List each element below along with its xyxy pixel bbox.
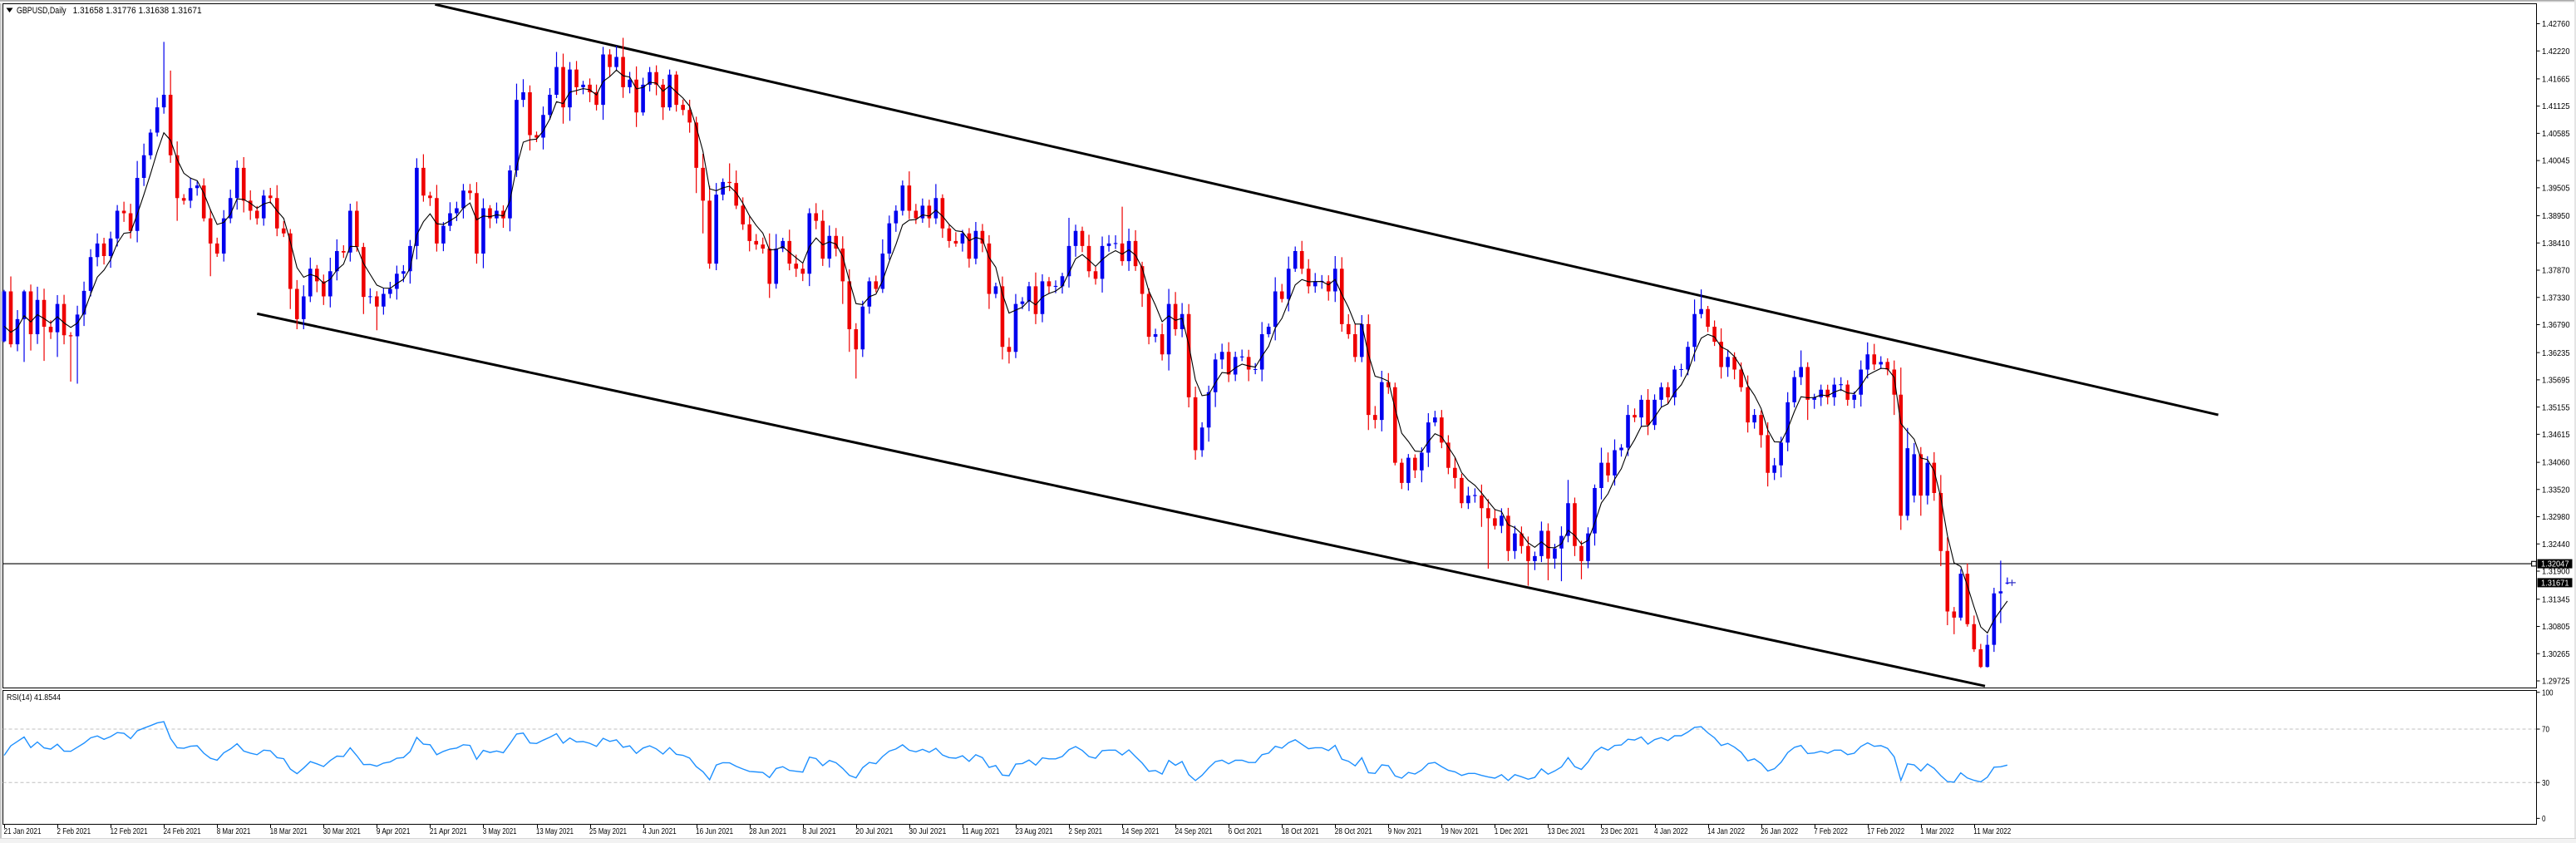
svg-text:1 Dec 2021: 1 Dec 2021	[1495, 826, 1529, 836]
svg-text:19 Nov 2021: 19 Nov 2021	[1441, 826, 1479, 836]
svg-text:0: 0	[2542, 814, 2546, 824]
svg-text:9 Nov 2021: 9 Nov 2021	[1388, 826, 1422, 836]
svg-text:1.38950: 1.38950	[2542, 211, 2570, 221]
svg-text:16 Jun 2021: 16 Jun 2021	[696, 826, 733, 836]
svg-text:1.37870: 1.37870	[2542, 266, 2570, 276]
svg-text:18 Mar 2021: 18 Mar 2021	[270, 826, 308, 836]
svg-text:1.34060: 1.34060	[2542, 458, 2570, 468]
svg-text:1.30265: 1.30265	[2542, 649, 2570, 659]
svg-text:12 Feb 2021: 12 Feb 2021	[111, 826, 148, 836]
svg-text:1.29725: 1.29725	[2542, 677, 2570, 687]
svg-text:1.42760: 1.42760	[2542, 19, 2570, 29]
svg-text:1.36235: 1.36235	[2542, 348, 2570, 358]
svg-text:11 Aug 2021: 11 Aug 2021	[962, 826, 999, 836]
svg-text:GBPUSD,Daily: GBPUSD,Daily	[17, 6, 66, 16]
svg-text:1.30805: 1.30805	[2542, 622, 2570, 632]
svg-text:8 Jul 2021: 8 Jul 2021	[802, 826, 836, 836]
svg-text:25 May 2021: 25 May 2021	[589, 826, 627, 836]
svg-text:1.35155: 1.35155	[2542, 402, 2570, 412]
svg-text:26 Jan 2022: 26 Jan 2022	[1761, 826, 1798, 836]
svg-text:11 Mar 2022: 11 Mar 2022	[1973, 826, 2011, 836]
svg-text:1.31671: 1.31671	[2541, 579, 2569, 589]
svg-text:2 Sep 2021: 2 Sep 2021	[1069, 826, 1103, 836]
svg-text:1 Mar 2022: 1 Mar 2022	[1920, 826, 1954, 836]
svg-text:17 Feb 2022: 17 Feb 2022	[1867, 826, 1904, 836]
svg-text:1.35695: 1.35695	[2542, 376, 2570, 386]
svg-text:1.38410: 1.38410	[2542, 239, 2570, 249]
svg-text:1.37330: 1.37330	[2542, 293, 2570, 303]
svg-text:1.40585: 1.40585	[2542, 129, 2570, 139]
svg-text:1.31345: 1.31345	[2542, 594, 2570, 604]
svg-text:28 Oct 2021: 28 Oct 2021	[1335, 826, 1372, 836]
svg-text:7 Feb 2022: 7 Feb 2022	[1814, 826, 1848, 836]
svg-text:14 Sep 2021: 14 Sep 2021	[1122, 826, 1160, 836]
svg-text:30: 30	[2542, 778, 2549, 788]
svg-text:13 May 2021: 13 May 2021	[536, 826, 574, 836]
svg-text:1.41125: 1.41125	[2542, 101, 2570, 111]
svg-text:24 Feb 2021: 24 Feb 2021	[164, 826, 201, 836]
svg-text:23 Aug 2021: 23 Aug 2021	[1016, 826, 1053, 836]
svg-text:1.36790: 1.36790	[2542, 320, 2570, 330]
svg-text:9 Apr 2021: 9 Apr 2021	[377, 826, 411, 836]
svg-text:1.42220: 1.42220	[2542, 47, 2570, 57]
svg-text:1.33520: 1.33520	[2542, 485, 2570, 495]
svg-text:1.31900: 1.31900	[2542, 567, 2570, 577]
svg-text:30 Jul 2021: 30 Jul 2021	[909, 826, 946, 836]
svg-text:1.32440: 1.32440	[2542, 540, 2570, 550]
svg-text:28 Jun 2021: 28 Jun 2021	[749, 826, 786, 836]
svg-text:24 Sep 2021: 24 Sep 2021	[1175, 826, 1213, 836]
svg-text:1.31658 1.31776 1.31638 1.3167: 1.31658 1.31776 1.31638 1.31671	[73, 6, 202, 16]
svg-text:RSI(14) 41.8544: RSI(14) 41.8544	[7, 693, 61, 702]
svg-text:18 Oct 2021: 18 Oct 2021	[1282, 826, 1319, 836]
svg-text:70: 70	[2542, 725, 2549, 735]
svg-text:4 Jun 2021: 4 Jun 2021	[643, 826, 677, 836]
svg-text:1.32980: 1.32980	[2542, 512, 2570, 522]
svg-text:21 Jan 2021: 21 Jan 2021	[4, 826, 42, 836]
svg-text:4 Jan 2022: 4 Jan 2022	[1654, 826, 1688, 836]
svg-text:1.41665: 1.41665	[2542, 75, 2570, 85]
svg-text:20 Jul 2021: 20 Jul 2021	[855, 826, 893, 836]
svg-text:8 Mar 2021: 8 Mar 2021	[217, 826, 251, 836]
svg-text:2 Feb 2021: 2 Feb 2021	[57, 826, 91, 836]
svg-text:1.34615: 1.34615	[2542, 430, 2570, 440]
svg-text:100: 100	[2542, 688, 2554, 698]
svg-text:21 Apr 2021: 21 Apr 2021	[430, 826, 467, 836]
svg-text:23 Dec 2021: 23 Dec 2021	[1601, 826, 1638, 836]
svg-text:6 Oct 2021: 6 Oct 2021	[1229, 826, 1263, 836]
svg-text:30 Mar 2021: 30 Mar 2021	[323, 826, 361, 836]
svg-text:1.39505: 1.39505	[2542, 184, 2570, 194]
svg-text:3 May 2021: 3 May 2021	[483, 826, 517, 836]
svg-text:1.40045: 1.40045	[2542, 156, 2570, 166]
svg-text:14 Jan 2022: 14 Jan 2022	[1707, 826, 1745, 836]
svg-text:1.32047: 1.32047	[2541, 560, 2569, 569]
svg-text:13 Dec 2021: 13 Dec 2021	[1548, 826, 1585, 836]
